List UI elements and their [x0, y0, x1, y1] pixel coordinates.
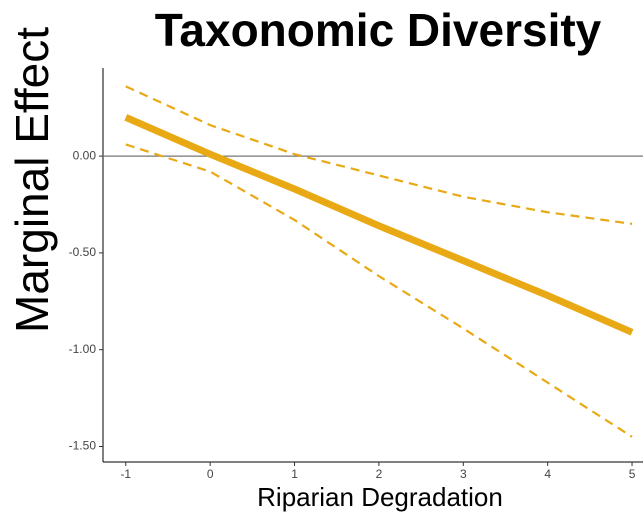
- confidence-line: [125, 85, 633, 225]
- x-tick-label: 0: [207, 467, 214, 481]
- y-tick-label: -1.00: [69, 342, 97, 356]
- y-tick-label: -1.50: [69, 439, 97, 453]
- x-axis-label: Riparian Degradation: [257, 482, 503, 512]
- x-tick-label: -1: [120, 467, 131, 481]
- x-tick-label: 1: [291, 467, 298, 481]
- confidence-line: [125, 143, 633, 438]
- x-tick-label: 4: [544, 467, 551, 481]
- y-tick-label: -0.50: [69, 245, 97, 259]
- x-tick-label: 2: [376, 467, 383, 481]
- chart-title: Taxonomic Diversity: [155, 4, 602, 56]
- y-tick-label: 0.00: [73, 148, 97, 162]
- x-tick-label: 5: [629, 467, 636, 481]
- x-tick-label: 3: [460, 467, 467, 481]
- estimate-line: [124, 114, 634, 336]
- y-axis-label: Marginal Effect: [6, 27, 58, 333]
